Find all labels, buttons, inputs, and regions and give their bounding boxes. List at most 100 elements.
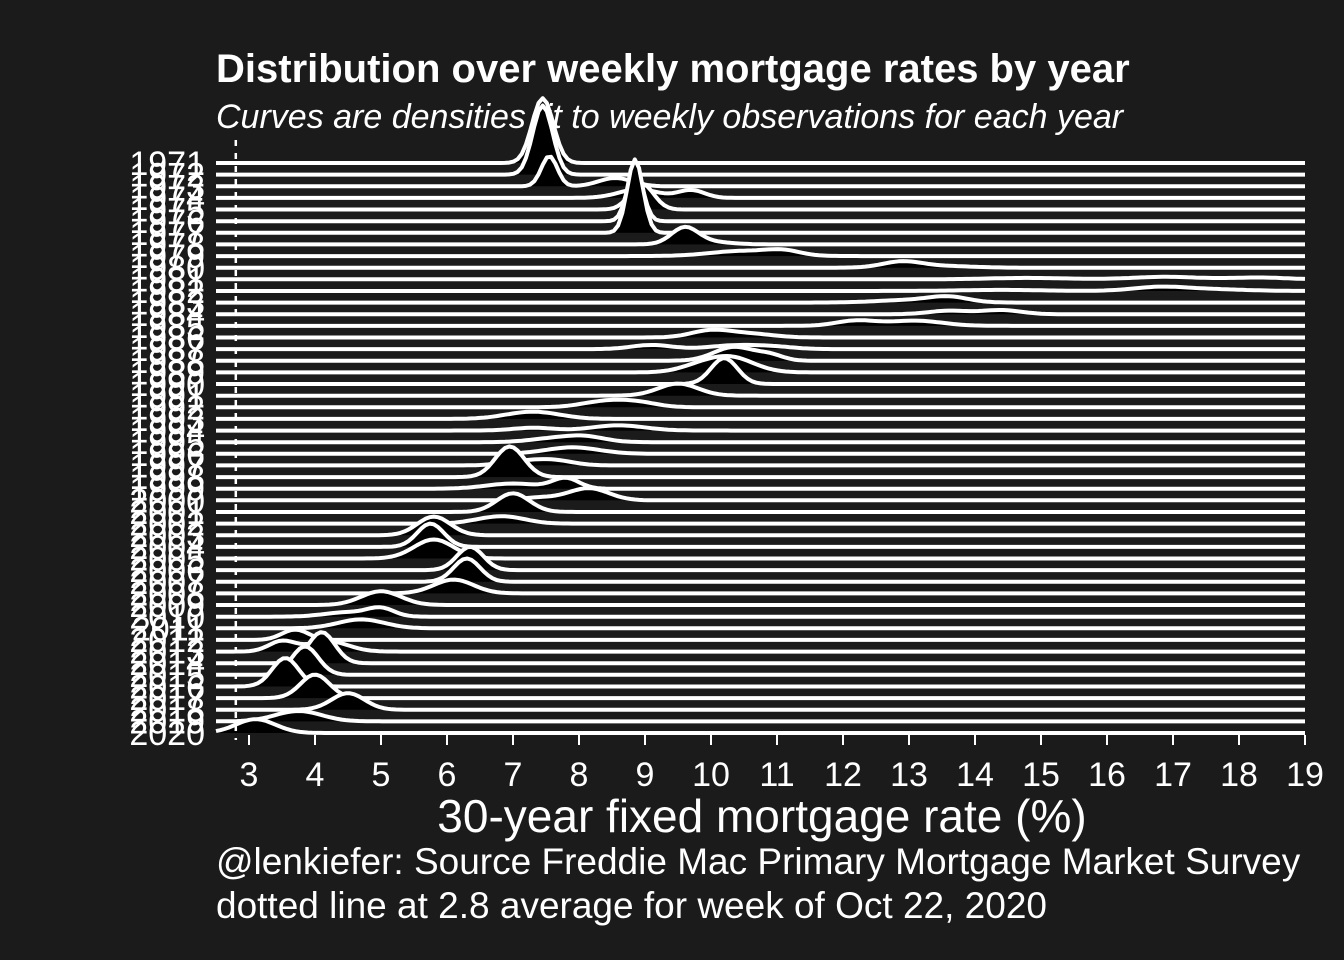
x-tick-label-16: 16	[1088, 756, 1126, 794]
y-tick-label-2000: 2000	[129, 482, 205, 520]
y-tick-label-2012: 2012	[129, 622, 205, 660]
x-tick-label-8: 8	[570, 756, 589, 794]
y-tick-label-2013: 2013	[129, 634, 205, 672]
y-tick-label-1995: 1995	[129, 424, 205, 462]
x-tick-label-6: 6	[438, 756, 457, 794]
y-tick-label-1992: 1992	[129, 389, 205, 427]
ridge-line-2004	[216, 521, 1305, 549]
ridge-fill-2004	[216, 523, 1305, 547]
x-axis-label: 30-year fixed mortgage rate (%)	[437, 790, 1086, 842]
y-tick-label-2010: 2010	[129, 599, 205, 637]
ridge-line-1981	[216, 274, 1306, 282]
ridge-line-2010	[216, 605, 1305, 619]
y-tick-label-2019: 2019	[129, 703, 205, 741]
x-tick-label-10: 10	[692, 756, 730, 794]
ridge-fill-1982	[216, 286, 1305, 291]
y-tick-label-1981: 1981	[129, 261, 205, 299]
caption-source: @lenkiefer: Source Freddie Mac Primary M…	[216, 841, 1301, 882]
y-tick-label-2011: 2011	[132, 610, 205, 648]
y-tick-label-1976: 1976	[129, 203, 205, 241]
ridge-line-2012	[216, 627, 1305, 642]
ridge-line-1985	[216, 318, 1305, 328]
y-tick-label-2017: 2017	[129, 680, 205, 718]
x-tick-label-13: 13	[890, 756, 928, 794]
ridge-line-1997	[216, 457, 1305, 468]
ridge-fill-2005	[216, 539, 1305, 559]
caption-note: dotted line at 2.8 average for week of O…	[216, 885, 1047, 926]
ridge-line-1990	[216, 356, 1305, 386]
ridge-line-2009	[216, 589, 1305, 607]
ridge-fill-2006	[216, 546, 1305, 571]
x-tick-label-12: 12	[824, 756, 862, 794]
y-tick-label-1993: 1993	[129, 401, 205, 439]
x-tick-label-18: 18	[1220, 756, 1258, 794]
ridge-line-1971	[216, 96, 1305, 165]
ridge-line-1991	[216, 381, 1305, 398]
ridge-line-1972	[216, 103, 1305, 177]
x-tick-label-11: 11	[759, 756, 794, 794]
ridge-line-1983	[216, 294, 1305, 305]
ridge-line-1976	[216, 167, 1305, 224]
chart-subtitle: Curves are densities fit to weekly obser…	[216, 98, 1125, 136]
ridge-line-2002	[216, 514, 1305, 526]
y-tick-label-2003: 2003	[129, 517, 205, 555]
y-tick-label-1997: 1997	[129, 447, 205, 485]
x-tick-label-3: 3	[240, 756, 259, 794]
ridge-line-1984	[216, 308, 1305, 317]
ridge-fill-2018	[216, 693, 1305, 710]
ridge-line-2016	[216, 656, 1305, 689]
y-tick-label-1990: 1990	[129, 366, 205, 404]
y-tick-label-2005: 2005	[129, 541, 205, 579]
ridge-fill-1988	[216, 346, 1305, 361]
ridge-line-1974	[216, 187, 1305, 200]
ridge-line-1993	[216, 409, 1305, 421]
ridge-line-1978	[216, 224, 1305, 247]
ridge-fill-2015	[216, 646, 1305, 675]
x-tick-label-17: 17	[1154, 756, 1192, 794]
x-tick-label-7: 7	[504, 756, 523, 794]
y-tick-label-1980: 1980	[129, 250, 205, 288]
ridge-line-2011	[216, 617, 1305, 631]
x-tick-label-4: 4	[306, 756, 325, 794]
y-tick-label-1979: 1979	[129, 238, 205, 276]
ridge-line-1980	[216, 259, 1305, 270]
ridge-line-1994	[216, 423, 1305, 433]
y-tick-labels: 1971197219731974197519761977197819791980…	[129, 145, 205, 753]
y-tick-label-1988: 1988	[129, 343, 205, 381]
y-tick-label-1982: 1982	[129, 273, 205, 311]
y-tick-label-1996: 1996	[129, 436, 205, 474]
y-tick-label-1975: 1975	[129, 192, 205, 230]
ridge-line-1987	[216, 342, 1305, 352]
y-tick-label-2006: 2006	[129, 552, 205, 590]
ridges-group	[215, 96, 1306, 735]
ridge-line-2019	[216, 709, 1305, 724]
ridge-line-2017	[216, 672, 1305, 701]
y-tick-label-1989: 1989	[129, 354, 205, 392]
ridge-line-2013	[216, 638, 1305, 654]
y-tick-label-2004: 2004	[129, 529, 205, 567]
ridge-line-1998	[216, 444, 1305, 480]
ridge-line-2007	[216, 556, 1305, 584]
ridge-line-2000	[216, 486, 1305, 503]
ridge-line-1992	[216, 397, 1305, 410]
x-tick-label-19: 19	[1286, 756, 1324, 794]
x-tick-label-9: 9	[636, 756, 655, 794]
y-tick-label-1986: 1986	[129, 320, 205, 358]
y-tick-label-2007: 2007	[129, 564, 205, 602]
ridge-line-1999	[216, 475, 1305, 491]
ridge-line-2018	[216, 691, 1305, 712]
ridge-line-1982	[216, 284, 1305, 293]
y-tick-label-1978: 1978	[129, 226, 205, 264]
y-tick-label-1973: 1973	[129, 168, 205, 206]
y-tick-label-1998: 1998	[129, 459, 205, 497]
ridge-line-2006	[216, 544, 1305, 573]
y-tick-label-1972: 1972	[129, 157, 205, 195]
ridge-line-1975	[216, 181, 1305, 212]
ridge-line-1989	[216, 354, 1305, 375]
ridge-fill-2017	[216, 674, 1305, 699]
y-tick-label-1977: 1977	[129, 215, 205, 253]
ridge-line-1977	[216, 157, 1305, 235]
y-tick-label-1994: 1994	[129, 413, 205, 451]
